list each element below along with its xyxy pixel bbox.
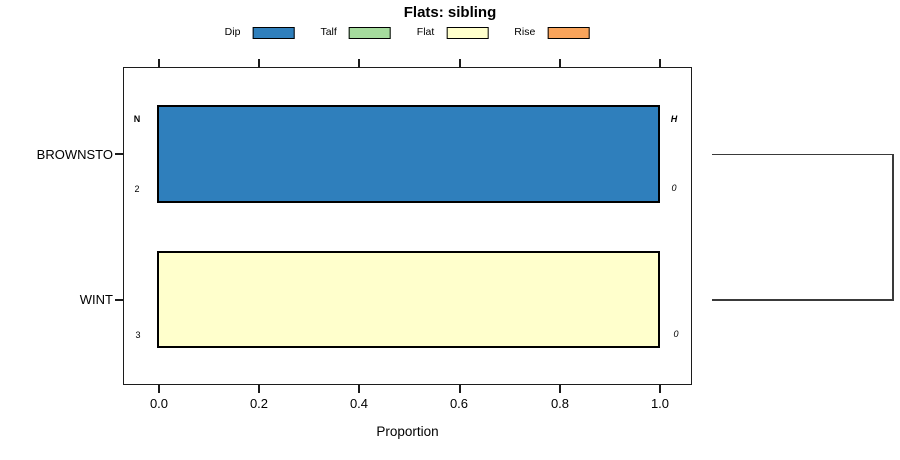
x-tick-bottom-0.0 (158, 385, 160, 393)
dendrogram-branch-brownsto (712, 153, 893, 155)
legend-label-rise: Rise (514, 26, 536, 38)
dendrogram-branch-wint (712, 299, 893, 301)
x-tick-top-0.6 (459, 59, 461, 67)
bar-annotation-brownsto-right-letter: H (670, 114, 678, 124)
bar-annotation-wint-right-count: 0 (673, 329, 679, 339)
x-tick-label-0.4: 0.4 (349, 396, 369, 411)
x-axis-title: Proportion (376, 424, 439, 439)
legend-swatch-talf (348, 26, 391, 39)
y-axis-label-brownsto: BROWNSTO (36, 147, 113, 162)
plot-area (123, 67, 692, 385)
x-tick-top-0.4 (358, 59, 360, 67)
x-tick-top-0.0 (158, 59, 160, 67)
bar-annotation-wint-left-count: 3 (135, 330, 141, 340)
y-tick-brownsto (115, 153, 123, 155)
x-tick-bottom-0.8 (559, 385, 561, 393)
legend-item-talf: Talf (320, 26, 391, 39)
x-tick-label-0.6: 0.6 (449, 396, 469, 411)
legend-item-dip: Dip (225, 26, 295, 39)
legend-swatch-dip (252, 26, 295, 39)
chart-title: Flats: sibling (403, 4, 497, 21)
y-axis-label-wint: WINT (79, 292, 113, 307)
legend-item-rise: Rise (514, 26, 590, 39)
x-tick-label-0.2: 0.2 (249, 396, 269, 411)
legend-swatch-rise (547, 26, 590, 39)
bar-brownsto-dip (157, 105, 660, 203)
legend-label-flat: Flat (416, 26, 435, 38)
x-tick-bottom-0.2 (258, 385, 260, 393)
x-tick-label-0.0: 0.0 (149, 396, 169, 411)
bar-annotation-brownsto-left-letter: N (133, 114, 141, 124)
x-tick-bottom-1.0 (659, 385, 661, 393)
bar-annotation-brownsto-left-count: 2 (134, 184, 140, 194)
legend-label-talf: Talf (320, 26, 337, 38)
legend-label-dip: Dip (224, 26, 241, 38)
bar-annotation-brownsto-right-count: 0 (671, 183, 677, 193)
x-tick-bottom-0.4 (358, 385, 360, 393)
x-tick-top-0.8 (559, 59, 561, 67)
y-tick-wint (115, 299, 123, 301)
legend-item-flat: Flat (417, 26, 489, 39)
x-tick-top-0.2 (258, 59, 260, 67)
x-tick-label-0.8: 0.8 (550, 396, 570, 411)
x-tick-top-1.0 (659, 59, 661, 67)
legend-swatch-flat (446, 26, 489, 39)
bar-wint-flat (157, 251, 660, 348)
dendrogram-join-line (892, 153, 894, 301)
x-tick-bottom-0.6 (459, 385, 461, 393)
legend: Dip Talf Flat Rise (225, 26, 590, 39)
x-tick-label-1.0: 1.0 (650, 396, 670, 411)
